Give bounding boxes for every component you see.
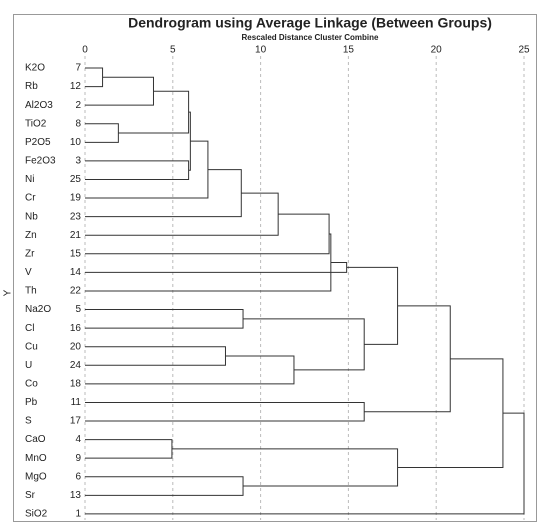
frame: [13, 14, 537, 522]
leaf-id: 17: [70, 416, 82, 427]
leaf-label: U: [25, 360, 32, 371]
y-axis-label: Y: [3, 289, 14, 296]
chart-title: Dendrogram using Average Linkage (Betwee…: [128, 15, 492, 31]
leaf-label: SiO2: [25, 509, 48, 520]
leaf-id: 15: [70, 248, 82, 259]
x-tick-label: 20: [431, 45, 443, 56]
leaf-id: 4: [75, 434, 81, 445]
leaf-label: Nb: [25, 211, 38, 222]
leaf-label: P2O5: [25, 137, 51, 148]
leaf-label: Ni: [25, 174, 34, 185]
x-tick-label: 10: [255, 45, 267, 56]
leaf-id: 7: [75, 63, 81, 74]
x-tick-label: 15: [343, 45, 355, 56]
leaf-id: 23: [70, 211, 82, 222]
leaf-label: Na2O: [25, 304, 51, 315]
leaf-id: 8: [75, 118, 81, 129]
chart-subtitle: Rescaled Distance Cluster Combine: [242, 33, 379, 42]
leaf-label: Co: [25, 379, 38, 390]
leaf-label: Zn: [25, 230, 37, 241]
leaf-id: 22: [70, 286, 82, 297]
leaf-label: Al2O3: [25, 100, 53, 111]
leaf-label: Cl: [25, 323, 34, 334]
x-tick-label: 5: [170, 45, 176, 56]
x-tick-label: 0: [82, 45, 88, 56]
leaf-id: 18: [70, 379, 82, 390]
leaf-label: CaO: [25, 434, 46, 445]
leaf-label: MnO: [25, 453, 47, 464]
leaf-id: 19: [70, 193, 82, 204]
leaf-id: 3: [75, 156, 81, 167]
leaf-label: K2O: [25, 63, 45, 74]
leaf-id: 2: [75, 100, 81, 111]
leaf-id: 24: [70, 360, 82, 371]
leaf-id: 1: [75, 509, 81, 520]
leaf-id: 14: [70, 267, 82, 278]
dendrogram-link: [85, 412, 525, 515]
leaf-label: Sr: [25, 490, 36, 501]
leaf-id: 21: [70, 230, 82, 241]
leaf-label: Pb: [25, 397, 38, 408]
leaf-label: Fe2O3: [25, 156, 56, 167]
leaf-label: S: [25, 416, 32, 427]
leaf-id: 6: [75, 471, 81, 482]
leaf-id: 16: [70, 323, 82, 334]
leaf-id: 12: [70, 81, 82, 92]
leaf-id: 20: [70, 341, 82, 352]
leaf-label: Cu: [25, 341, 38, 352]
leaf-label: Th: [25, 286, 37, 297]
leaf-id: 9: [75, 453, 81, 464]
leaf-label: Rb: [25, 81, 38, 92]
leaf-id: 25: [70, 174, 82, 185]
leaf-label: TiO2: [25, 118, 47, 129]
leaf-label: V: [25, 267, 32, 278]
leaf-id: 5: [75, 304, 81, 315]
leaf-label: Zr: [25, 248, 35, 259]
leaf-label: MgO: [25, 471, 47, 482]
x-tick-label: 25: [518, 45, 530, 56]
leaf-id: 11: [71, 397, 82, 408]
leaf-id: 13: [70, 490, 82, 501]
leaf-id: 10: [70, 137, 82, 148]
leaf-label: Cr: [25, 193, 36, 204]
